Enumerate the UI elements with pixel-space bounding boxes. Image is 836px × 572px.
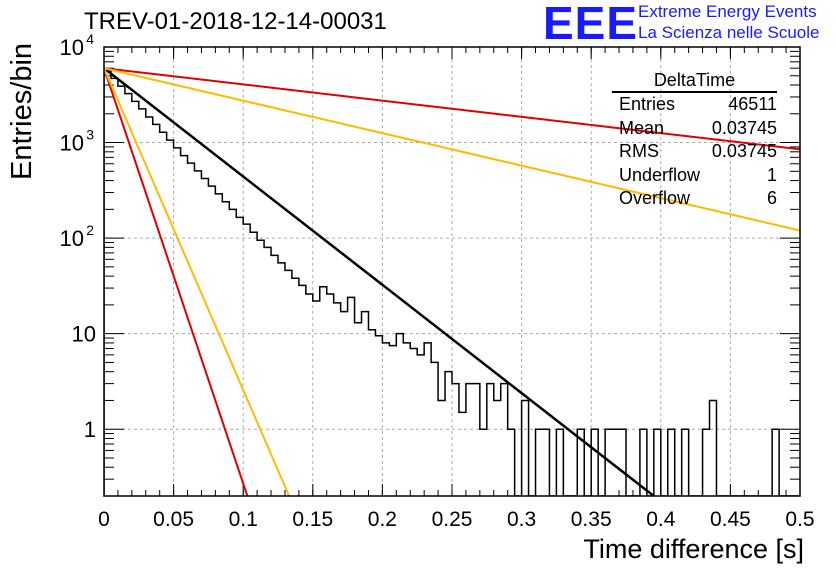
series-line-4: [104, 67, 291, 496]
x-tick-label: 0.1: [229, 508, 258, 531]
stats-box: DeltaTime Entries 46511 Mean 0.03745 RMS…: [612, 70, 777, 211]
x-tick-label: 0.3: [507, 508, 536, 531]
series-line-1: [104, 67, 800, 151]
stats-label: Entries: [619, 94, 676, 114]
stats-label: Overflow: [619, 188, 691, 208]
stats-row-underflow: Underflow 1: [612, 164, 777, 188]
stats-label: Underflow: [619, 164, 701, 185]
y-tick-label: 10: [60, 131, 84, 156]
stats-value: 0.03745: [711, 117, 777, 138]
y-axis-label: Entries/bin: [6, 42, 38, 180]
eee-logo: EEE: [543, 0, 639, 49]
x-tick-label: 0.05: [153, 508, 194, 531]
stats-value: 46511: [728, 94, 777, 114]
logo-line-1: Extreme Energy Events: [638, 2, 817, 21]
stats-label: Mean: [619, 117, 665, 138]
stats-row-overflow: Overflow 6: [612, 187, 777, 211]
x-tick-label: 0.45: [710, 508, 751, 531]
y-tick-label: 10: [60, 35, 84, 60]
x-axis-label: Time difference [s]: [583, 534, 804, 564]
x-tick-label: 0.2: [368, 508, 397, 531]
x-tick-label: 0.5: [785, 508, 814, 531]
x-tick-label: 0: [98, 508, 110, 531]
y-tick-exponent: 3: [86, 127, 94, 143]
y-tick-label: 1: [84, 417, 96, 442]
plot-title: TREV-01-2018-12-14-00031: [84, 8, 387, 35]
x-tick-label: 0.35: [571, 508, 612, 531]
series-line-0: [104, 67, 655, 496]
plot-frame: [103, 46, 801, 497]
stats-row-rms: RMS 0.03745: [612, 140, 777, 164]
stats-value: 6: [766, 188, 777, 208]
stats-row-mean: Mean 0.03745: [612, 117, 777, 141]
y-tick-label: 10: [72, 322, 96, 347]
x-tick-label: 0.25: [432, 508, 473, 531]
y-tick-exponent: 2: [86, 222, 94, 238]
x-tick-label: 0.15: [292, 508, 333, 531]
logo-line-2: La Scienza nelle Scuole: [638, 23, 820, 42]
stats-value: 1: [766, 164, 777, 185]
y-tick-exponent: 4: [86, 31, 94, 47]
stats-title: DeltaTime: [612, 70, 777, 93]
series-line-2: [104, 67, 800, 232]
series-line-3: [104, 67, 249, 496]
x-tick-label: 0.4: [646, 508, 676, 531]
stats-value: 0.03745: [711, 141, 777, 161]
y-tick-label: 10: [60, 226, 84, 251]
stats-label: RMS: [619, 141, 659, 161]
stats-row-entries: Entries 46511: [612, 93, 777, 117]
histogram: [104, 69, 800, 496]
